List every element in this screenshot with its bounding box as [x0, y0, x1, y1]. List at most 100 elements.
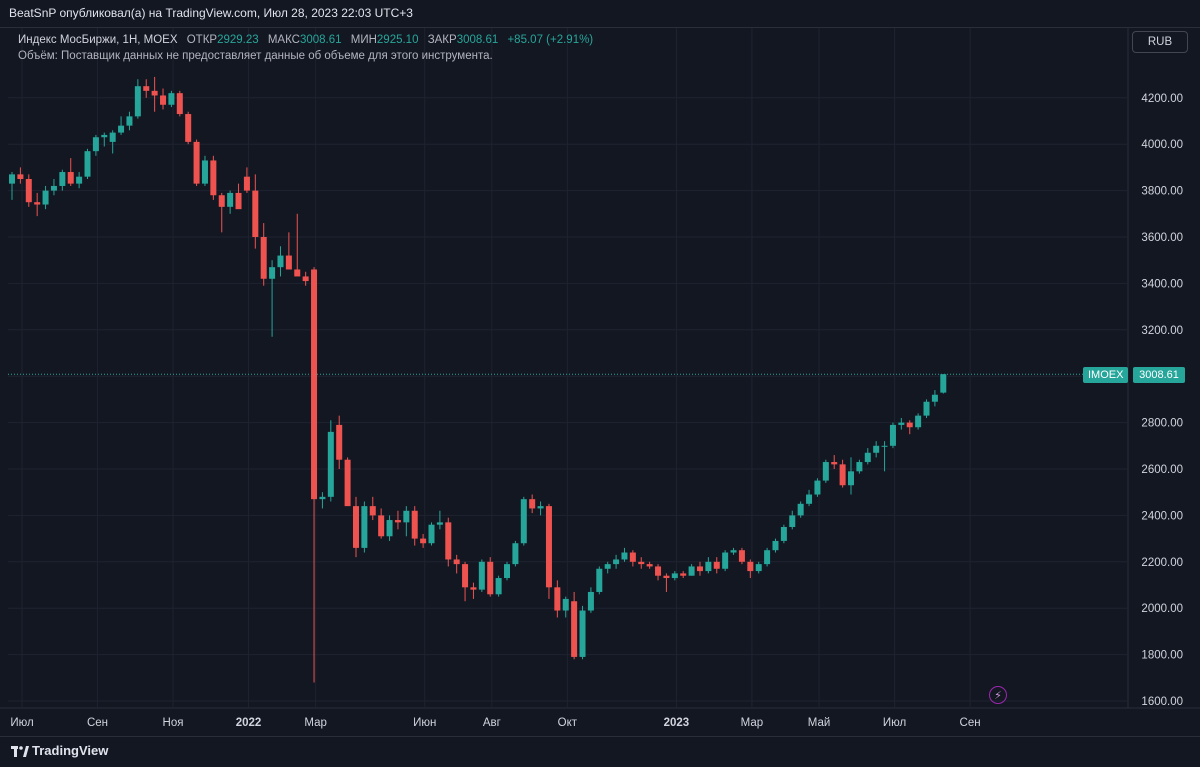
candle[interactable]: [336, 415, 343, 469]
candle[interactable]: [67, 158, 74, 186]
candle[interactable]: [671, 571, 678, 581]
candle[interactable]: [227, 190, 234, 214]
candle[interactable]: [92, 134, 99, 156]
candle[interactable]: [453, 554, 460, 574]
candle[interactable]: [319, 492, 326, 509]
candle[interactable]: [185, 111, 192, 145]
candle[interactable]: [59, 169, 66, 191]
candle[interactable]: [344, 457, 351, 507]
currency-button[interactable]: RUB: [1132, 31, 1188, 53]
candle[interactable]: [285, 232, 292, 270]
candle[interactable]: [210, 155, 217, 200]
candle[interactable]: [873, 441, 880, 458]
candle[interactable]: [361, 501, 368, 553]
candle[interactable]: [352, 496, 359, 558]
candle[interactable]: [655, 564, 662, 581]
candle[interactable]: [143, 79, 150, 98]
candle[interactable]: [134, 79, 141, 119]
candle[interactable]: [688, 564, 695, 576]
candle[interactable]: [411, 506, 418, 546]
candle[interactable]: [277, 246, 284, 277]
candle[interactable]: [545, 503, 552, 599]
candle[interactable]: [864, 448, 871, 465]
candle[interactable]: [269, 260, 276, 337]
candle[interactable]: [386, 515, 393, 541]
candle[interactable]: [512, 540, 519, 567]
candle[interactable]: [294, 213, 301, 277]
candle[interactable]: [629, 550, 636, 567]
candle[interactable]: [562, 596, 569, 618]
candle[interactable]: [915, 413, 922, 430]
candle[interactable]: [378, 508, 385, 539]
candle[interactable]: [109, 130, 116, 154]
candle[interactable]: [428, 522, 435, 546]
candle[interactable]: [931, 390, 938, 407]
candle[interactable]: [160, 88, 167, 110]
candle[interactable]: [151, 76, 158, 112]
candle[interactable]: [478, 559, 485, 592]
candle[interactable]: [252, 174, 259, 249]
candle[interactable]: [243, 167, 250, 193]
candle[interactable]: [906, 420, 913, 435]
candle[interactable]: [579, 605, 586, 660]
candle[interactable]: [495, 575, 502, 597]
candle[interactable]: [487, 557, 494, 597]
candle[interactable]: [940, 374, 947, 394]
candle[interactable]: [772, 538, 779, 553]
candle[interactable]: [504, 561, 511, 581]
candle[interactable]: [218, 192, 225, 233]
candle[interactable]: [25, 174, 32, 207]
candle[interactable]: [898, 417, 905, 430]
candle[interactable]: [680, 571, 687, 579]
candle[interactable]: [101, 132, 108, 147]
candle[interactable]: [537, 501, 544, 516]
candle[interactable]: [445, 517, 452, 567]
chart-frame[interactable]: [0, 27, 1200, 737]
candle[interactable]: [705, 557, 712, 574]
candle[interactable]: [520, 496, 527, 546]
candle[interactable]: [831, 455, 838, 469]
candle[interactable]: [176, 90, 183, 117]
candle[interactable]: [613, 554, 620, 569]
candle[interactable]: [260, 223, 267, 286]
candle[interactable]: [889, 422, 896, 449]
lightning-icon[interactable]: ⚡: [989, 686, 1007, 704]
candle[interactable]: [529, 494, 536, 514]
candle[interactable]: [84, 148, 91, 179]
candle[interactable]: [738, 547, 745, 565]
candle[interactable]: [839, 459, 846, 488]
candle[interactable]: [587, 587, 594, 613]
candle[interactable]: [420, 533, 427, 548]
candle[interactable]: [126, 111, 133, 131]
candle[interactable]: [462, 561, 469, 602]
candle[interactable]: [722, 550, 729, 572]
candle[interactable]: [764, 547, 771, 567]
candle[interactable]: [311, 267, 318, 683]
candle[interactable]: [696, 561, 703, 576]
candle[interactable]: [596, 566, 603, 595]
candle[interactable]: [848, 457, 854, 495]
candle[interactable]: [17, 167, 24, 184]
candle[interactable]: [638, 557, 645, 569]
candle[interactable]: [34, 192, 41, 217]
candle[interactable]: [747, 559, 754, 579]
candle[interactable]: [604, 561, 611, 574]
candle[interactable]: [554, 580, 561, 618]
candle[interactable]: [806, 489, 813, 507]
candle[interactable]: [436, 510, 443, 530]
candle[interactable]: [235, 183, 242, 210]
candle[interactable]: [881, 441, 888, 472]
candle[interactable]: [327, 420, 334, 502]
candle[interactable]: [76, 172, 83, 189]
candle[interactable]: [470, 582, 477, 599]
candle[interactable]: [9, 172, 15, 200]
candle[interactable]: [571, 591, 578, 660]
candle[interactable]: [797, 501, 804, 518]
candle[interactable]: [50, 179, 57, 196]
candle[interactable]: [755, 561, 762, 574]
candle[interactable]: [369, 496, 376, 521]
candle[interactable]: [201, 155, 208, 186]
candle[interactable]: [394, 510, 401, 530]
candle[interactable]: [663, 573, 670, 592]
